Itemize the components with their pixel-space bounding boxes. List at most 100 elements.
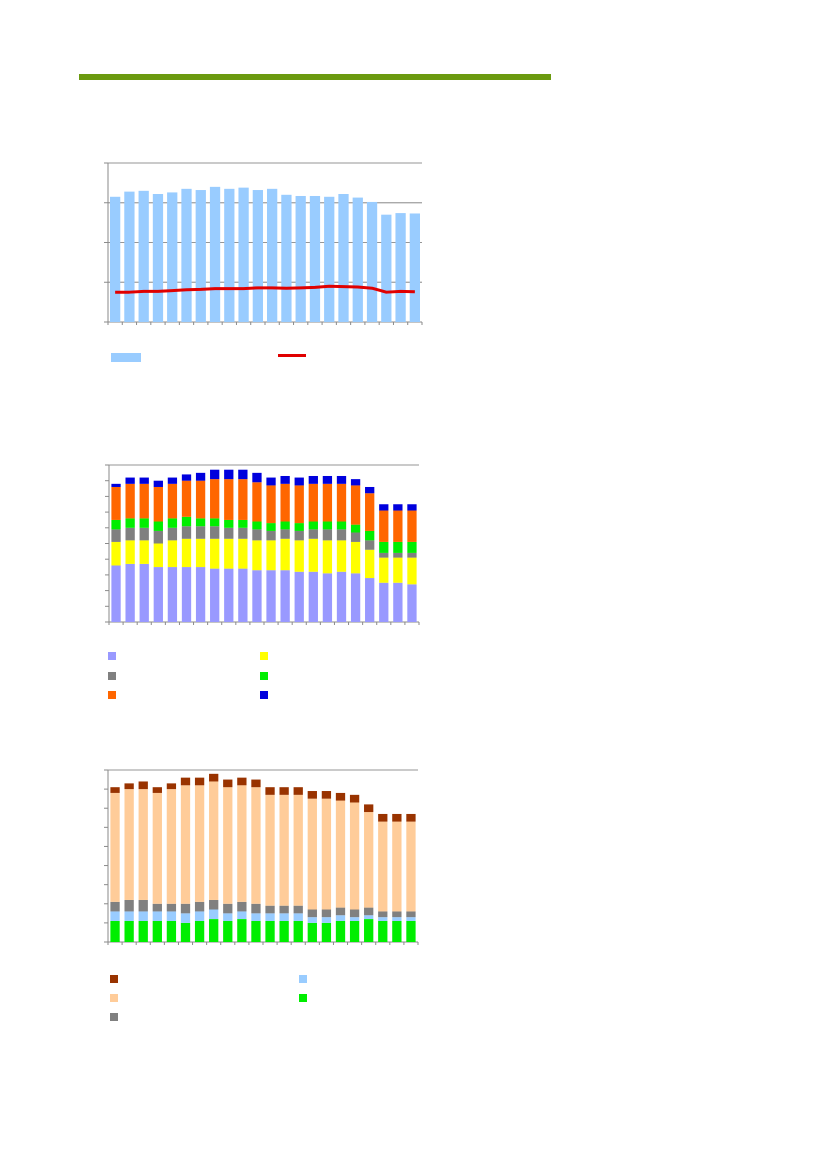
bar-segment [378, 911, 388, 918]
bar-segment [364, 907, 374, 916]
bar-segment [378, 821, 388, 912]
bar-segment [266, 477, 276, 486]
bar-segment [223, 913, 233, 921]
bar-segment [294, 523, 304, 531]
bar-segment [139, 527, 149, 541]
bar-segment [224, 568, 234, 622]
bar [338, 194, 349, 322]
bar-segment [266, 570, 276, 622]
bar-segment [350, 573, 361, 622]
legend-swatch [260, 691, 268, 699]
bar-segment [251, 913, 261, 921]
bar-segment [210, 518, 220, 527]
bar-segment [194, 901, 205, 912]
bar-segment [124, 911, 134, 921]
bar-segment [279, 787, 289, 795]
bar-segment [392, 821, 402, 912]
bar-segment [153, 567, 163, 622]
bar-segment [237, 901, 247, 912]
bar-segment [365, 530, 375, 541]
bar-segment [223, 903, 233, 914]
bar-segment [238, 527, 248, 539]
bar-segment [223, 787, 233, 904]
bar-segment [110, 787, 120, 793]
legend-swatch-bar [111, 353, 141, 362]
bar-segment [307, 922, 317, 942]
bar-segment [252, 540, 262, 571]
bar-segment [167, 540, 178, 568]
bar-segment [336, 540, 347, 572]
bar-segment [166, 920, 177, 942]
bar-segment [392, 911, 402, 918]
bar-segment [111, 541, 121, 566]
bar-segment [335, 907, 346, 916]
bar-segment [378, 917, 388, 921]
bar-segment [393, 582, 403, 622]
bar-segment [307, 909, 317, 918]
bar-segment [195, 472, 206, 481]
bar-segment [237, 785, 247, 902]
bar [138, 190, 149, 322]
legend-swatch [110, 975, 118, 983]
bar-segment [181, 474, 192, 481]
bar-segment [307, 798, 317, 910]
bar-segment [321, 791, 332, 799]
bar-segment [138, 789, 148, 900]
bar-segment [224, 469, 234, 480]
bar-segment [392, 920, 402, 942]
bar-segment [238, 479, 248, 520]
bar-segment [365, 540, 375, 550]
bar-segment [180, 922, 191, 942]
bar-segment [279, 920, 289, 942]
bar-segment [195, 480, 206, 519]
bar-segment [350, 532, 361, 542]
bar-segment [349, 920, 360, 942]
bar-segment [153, 480, 163, 487]
bar-segment [210, 526, 220, 539]
bar-segment [111, 486, 121, 520]
legend-swatch [108, 691, 116, 699]
bar-segment [407, 557, 417, 585]
bar-segment [265, 920, 275, 942]
bar-segment [280, 538, 290, 571]
bar-segment [180, 785, 191, 904]
bar-segment [252, 472, 262, 483]
bar-segment [392, 813, 402, 822]
bar-segment [349, 794, 360, 803]
bar-segment [406, 813, 416, 822]
legend-swatch [299, 994, 307, 1002]
bar-segment [336, 475, 347, 484]
bar-segment [194, 785, 205, 902]
bar-segment [266, 523, 276, 531]
chart-3 [104, 769, 419, 945]
bar-segment [195, 526, 206, 539]
bar-segment [180, 913, 191, 923]
bar-segment [308, 483, 318, 522]
bar-segment [378, 920, 388, 942]
bar-segment [251, 787, 261, 904]
bar-segment [124, 899, 134, 912]
bar-segment [308, 475, 318, 484]
bar-segment [322, 529, 333, 541]
bar-segment [349, 909, 360, 918]
bar-segment [336, 571, 347, 622]
bar-segment [153, 486, 163, 522]
bar-segment [407, 541, 417, 553]
bar-segment [279, 794, 289, 906]
bar-segment [364, 919, 374, 942]
bar-segment [364, 804, 374, 813]
bar-segment [379, 557, 389, 583]
bar-segment [138, 911, 148, 921]
bar-segment [152, 792, 162, 904]
bar-segment [181, 567, 192, 622]
bar-segment [209, 781, 219, 900]
bar-segment [293, 913, 303, 921]
bar-segment [153, 521, 163, 531]
bar-segment [349, 802, 360, 910]
bar-segment [308, 529, 318, 539]
bar-segment [152, 920, 162, 942]
bar-segment [166, 903, 177, 912]
bar [409, 213, 421, 322]
bar-segment [139, 563, 149, 622]
bar [124, 191, 135, 322]
